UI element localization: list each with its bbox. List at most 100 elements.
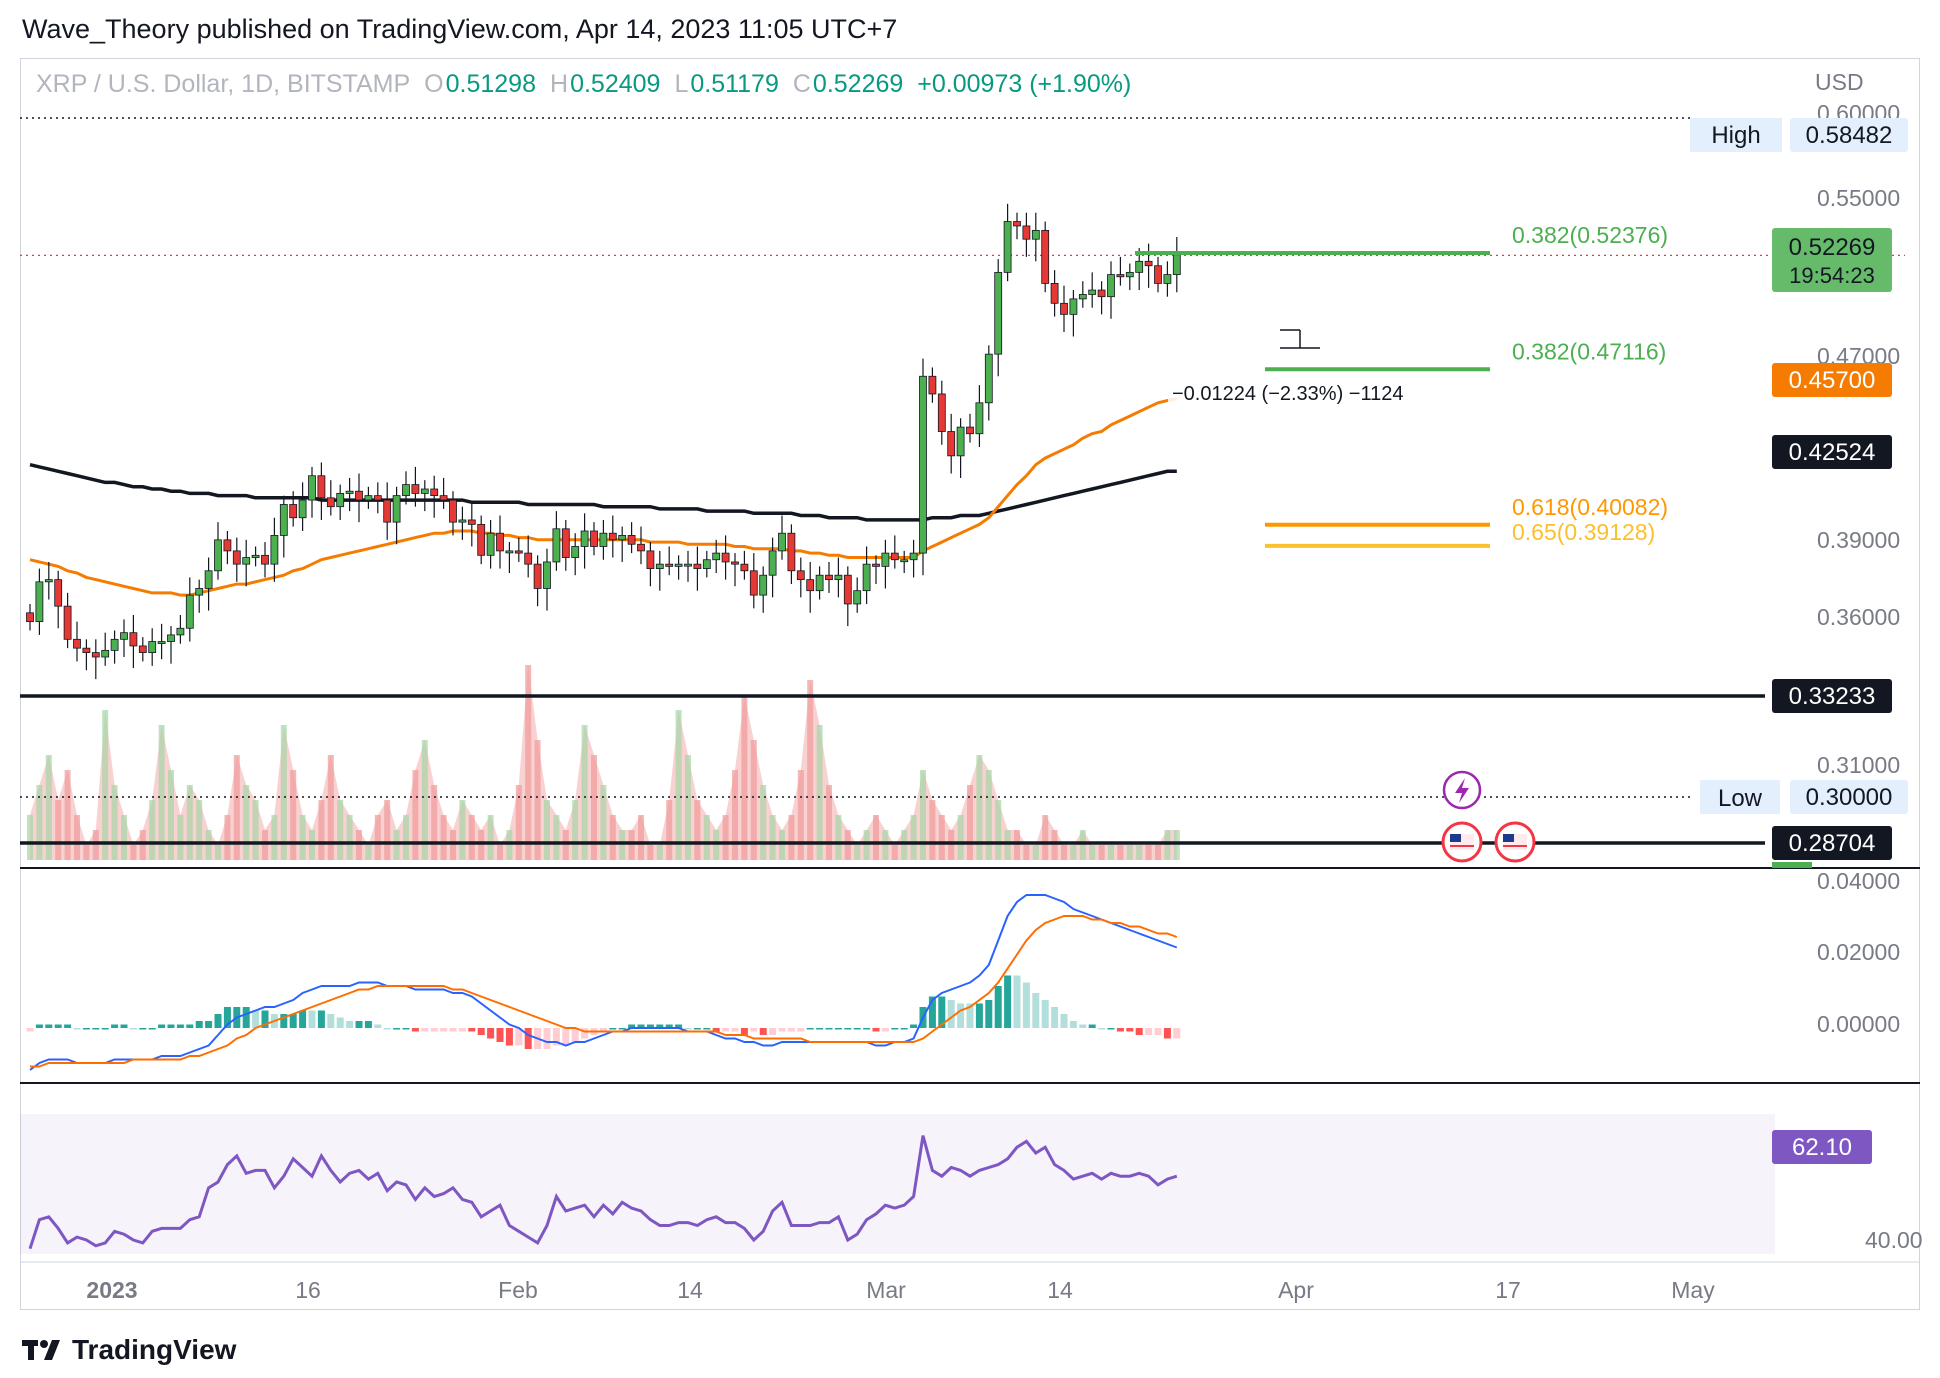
candle[interactable]	[345, 490, 354, 494]
candle[interactable]	[110, 638, 119, 651]
candle[interactable]	[355, 490, 363, 501]
candle[interactable]	[984, 353, 993, 404]
candle[interactable]	[289, 504, 298, 519]
candle[interactable]	[1060, 302, 1068, 315]
candle[interactable]	[308, 475, 316, 501]
candle[interactable]	[552, 528, 561, 563]
candle[interactable]	[514, 550, 523, 554]
candle[interactable]	[317, 475, 326, 499]
candle[interactable]	[44, 579, 53, 583]
candle[interactable]	[778, 532, 786, 552]
candle[interactable]	[834, 574, 843, 581]
candle[interactable]	[138, 645, 147, 653]
candle[interactable]	[26, 612, 34, 623]
candle[interactable]	[1050, 283, 1059, 304]
candle[interactable]	[843, 574, 852, 605]
candle[interactable]	[176, 627, 185, 636]
candle[interactable]	[881, 552, 890, 567]
candle[interactable]	[637, 543, 645, 552]
candle[interactable]	[872, 563, 880, 567]
candle[interactable]	[214, 539, 222, 572]
candle[interactable]	[449, 499, 457, 523]
candle[interactable]	[712, 552, 721, 561]
candle[interactable]	[994, 271, 1003, 355]
candle[interactable]	[571, 546, 580, 558]
symbol-label[interactable]: XRP / U.S. Dollar, 1D, BITSTAMP	[36, 70, 411, 98]
candle[interactable]	[270, 535, 279, 565]
candle[interactable]	[862, 563, 871, 592]
candle[interactable]	[825, 574, 833, 581]
candle[interactable]	[54, 579, 63, 607]
candle[interactable]	[496, 532, 504, 552]
candle[interactable]	[279, 504, 288, 536]
candle[interactable]	[787, 532, 796, 572]
candle[interactable]	[768, 550, 777, 576]
candle[interactable]	[505, 550, 514, 554]
candle[interactable]	[740, 563, 749, 572]
candle[interactable]	[1097, 289, 1106, 298]
candle[interactable]	[684, 563, 692, 567]
candle[interactable]	[467, 519, 476, 525]
candle[interactable]	[1088, 289, 1097, 295]
candle[interactable]	[63, 605, 72, 640]
candle[interactable]	[561, 528, 570, 558]
candle[interactable]	[185, 594, 194, 629]
candle[interactable]	[928, 375, 937, 395]
candle[interactable]	[120, 632, 128, 640]
candle[interactable]	[420, 488, 429, 494]
candle[interactable]	[815, 574, 824, 592]
candle[interactable]	[937, 393, 946, 432]
candle[interactable]	[1013, 221, 1021, 227]
candle[interactable]	[731, 561, 739, 565]
candle[interactable]	[853, 590, 862, 605]
candle[interactable]	[195, 588, 204, 596]
candle[interactable]	[646, 550, 655, 569]
candle[interactable]	[298, 499, 307, 519]
candle[interactable]	[1116, 274, 1125, 278]
candle[interactable]	[73, 638, 81, 649]
candle[interactable]	[486, 532, 495, 556]
candle[interactable]	[608, 532, 617, 541]
candle[interactable]	[261, 554, 269, 565]
candle[interactable]	[674, 563, 683, 567]
candle[interactable]	[392, 495, 401, 523]
candle[interactable]	[900, 559, 909, 563]
candle[interactable]	[966, 426, 974, 435]
candle[interactable]	[1135, 260, 1144, 273]
candle[interactable]	[204, 570, 213, 589]
candle[interactable]	[975, 402, 984, 435]
candle[interactable]	[129, 632, 138, 647]
candle[interactable]	[101, 649, 110, 658]
candle[interactable]	[336, 493, 345, 508]
candle[interactable]	[1078, 294, 1087, 300]
candle[interactable]	[580, 530, 589, 547]
candle[interactable]	[693, 563, 702, 569]
candle[interactable]	[590, 530, 598, 547]
candle[interactable]	[749, 570, 758, 596]
candle[interactable]	[148, 641, 157, 653]
candle[interactable]	[1041, 229, 1050, 284]
candle[interactable]	[543, 561, 551, 589]
candle[interactable]	[383, 499, 392, 523]
candle[interactable]	[1144, 260, 1153, 267]
candle[interactable]	[1069, 298, 1078, 315]
candle[interactable]	[232, 550, 241, 565]
candle[interactable]	[909, 552, 918, 561]
candle[interactable]	[411, 484, 420, 494]
candle[interactable]	[533, 563, 542, 589]
candle[interactable]	[35, 581, 44, 623]
candle[interactable]	[1022, 225, 1031, 240]
candle[interactable]	[167, 634, 175, 642]
candle[interactable]	[655, 563, 664, 569]
candle[interactable]	[721, 552, 730, 563]
candle[interactable]	[524, 552, 533, 565]
candle[interactable]	[402, 484, 410, 497]
candle[interactable]	[702, 559, 711, 569]
candle[interactable]	[665, 563, 674, 567]
candle[interactable]	[1163, 274, 1172, 284]
candle[interactable]	[477, 523, 486, 556]
candle[interactable]	[1154, 265, 1162, 284]
footer-brand[interactable]: TradingView	[22, 1334, 236, 1366]
candle[interactable]	[242, 557, 251, 565]
